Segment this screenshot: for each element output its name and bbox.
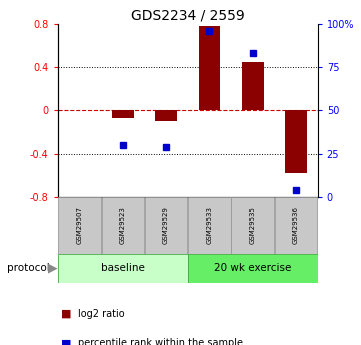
Bar [188,254,318,283]
Text: ■: ■ [61,338,72,345]
Title: GDS2234 / 2559: GDS2234 / 2559 [131,9,245,23]
Text: GSM29533: GSM29533 [206,206,212,244]
Text: GSM29536: GSM29536 [293,206,299,244]
Bar [231,197,274,254]
Bar [145,197,187,254]
Text: percentile rank within the sample: percentile rank within the sample [78,338,243,345]
Text: ▶: ▶ [48,262,57,275]
Text: GSM29529: GSM29529 [163,206,169,244]
Text: 20 wk exercise: 20 wk exercise [214,263,291,273]
Text: GSM29535: GSM29535 [250,206,256,244]
Bar [285,110,307,173]
Bar [58,197,101,254]
Text: log2 ratio: log2 ratio [78,309,124,319]
Text: baseline: baseline [101,263,145,273]
Bar [112,110,134,118]
Bar [155,110,177,121]
Text: GSM29523: GSM29523 [120,206,126,244]
Text: ■: ■ [61,309,72,319]
Text: protocol: protocol [7,263,50,273]
Bar [275,197,317,254]
Bar [242,62,264,110]
Bar [199,26,220,110]
Bar [58,254,188,283]
Bar [101,197,144,254]
Text: GSM29507: GSM29507 [77,206,82,244]
Bar [188,197,231,254]
